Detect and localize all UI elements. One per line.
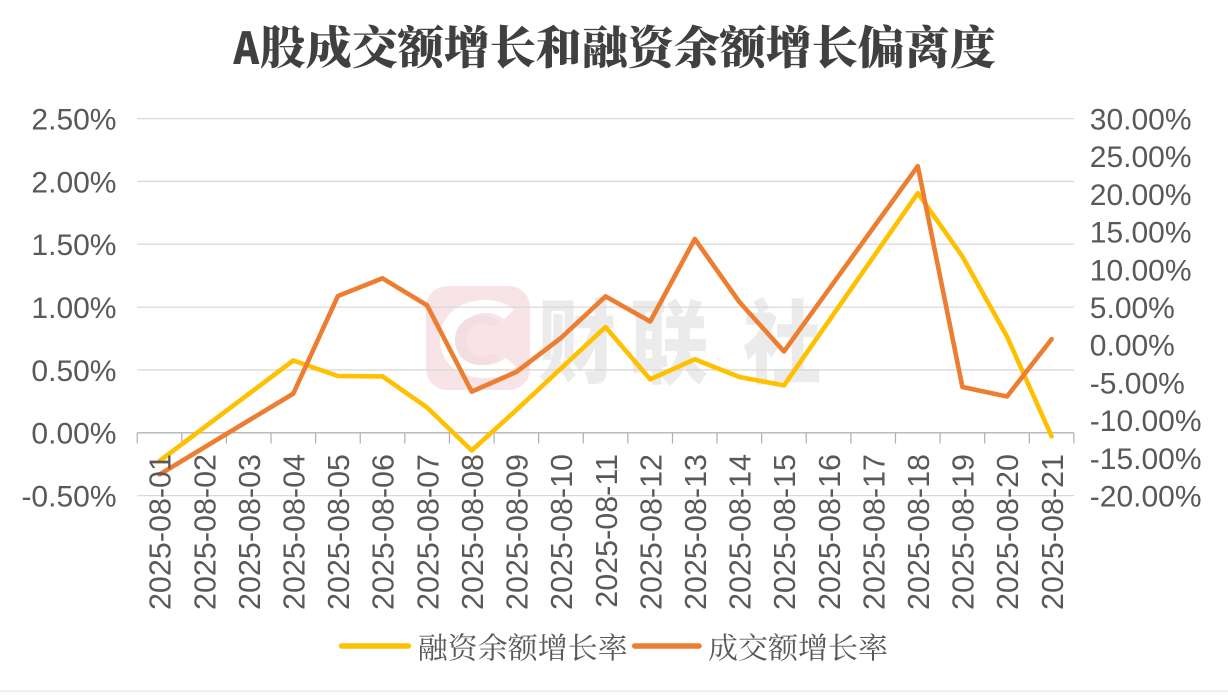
svg-text:2025-08-15: 2025-08-15 (768, 454, 802, 610)
svg-text:2025-08-21: 2025-08-21 (1036, 454, 1070, 610)
svg-text:0.00%: 0.00% (1090, 330, 1175, 363)
svg-text:2025-08-03: 2025-08-03 (233, 454, 267, 610)
svg-text:-15.00%: -15.00% (1090, 443, 1202, 476)
svg-text:1.50%: 1.50% (31, 229, 116, 262)
svg-text:2025-08-20: 2025-08-20 (991, 454, 1025, 610)
svg-text:-5.00%: -5.00% (1090, 367, 1185, 400)
svg-text:2025-08-06: 2025-08-06 (367, 454, 401, 610)
svg-text:2025-08-18: 2025-08-18 (902, 454, 936, 610)
svg-text:-10.00%: -10.00% (1090, 405, 1202, 438)
svg-text:2025-08-08: 2025-08-08 (456, 454, 490, 610)
svg-text:2025-08-13: 2025-08-13 (679, 454, 713, 610)
svg-text:-0.50%: -0.50% (21, 481, 116, 514)
svg-text:15.00%: 15.00% (1090, 217, 1192, 250)
svg-text:5.00%: 5.00% (1090, 292, 1175, 325)
svg-text:20.00%: 20.00% (1090, 179, 1192, 212)
svg-text:2025-08-16: 2025-08-16 (813, 454, 847, 610)
svg-text:-20.00%: -20.00% (1090, 481, 1202, 514)
svg-text:2025-08-12: 2025-08-12 (634, 454, 668, 610)
svg-text:2025-08-05: 2025-08-05 (322, 454, 356, 610)
svg-text:2025-08-17: 2025-08-17 (857, 454, 891, 610)
svg-text:2025-08-09: 2025-08-09 (501, 454, 535, 610)
svg-text:0.50%: 0.50% (31, 355, 116, 388)
svg-text:30.00%: 30.00% (1090, 104, 1192, 137)
svg-text:25.00%: 25.00% (1090, 141, 1192, 174)
svg-text:2025-08-02: 2025-08-02 (188, 454, 222, 610)
svg-text:2025-08-01: 2025-08-01 (144, 454, 178, 610)
svg-text:2.50%: 2.50% (31, 104, 116, 137)
svg-text:2025-08-04: 2025-08-04 (278, 454, 312, 610)
svg-text:2025-08-14: 2025-08-14 (724, 454, 758, 610)
svg-text:2025-08-19: 2025-08-19 (947, 454, 981, 610)
svg-text:0.00%: 0.00% (31, 418, 116, 451)
svg-text:2025-08-07: 2025-08-07 (411, 454, 445, 610)
svg-text:2025-08-11: 2025-08-11 (590, 454, 624, 608)
svg-text:2.00%: 2.00% (31, 166, 116, 199)
svg-text:10.00%: 10.00% (1090, 254, 1192, 287)
svg-text:1.00%: 1.00% (31, 292, 116, 325)
svg-text:2025-08-10: 2025-08-10 (545, 454, 579, 610)
